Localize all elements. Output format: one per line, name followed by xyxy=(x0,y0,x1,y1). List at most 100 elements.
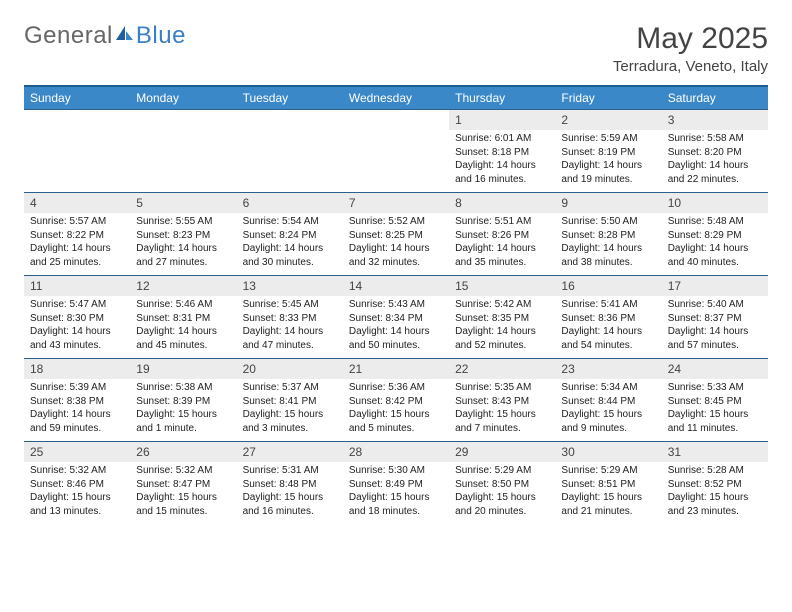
day-d1: Daylight: 14 hours xyxy=(561,325,655,339)
day-detail-cell: Sunrise: 5:34 AMSunset: 8:44 PMDaylight:… xyxy=(555,379,661,442)
day-d2: and 54 minutes. xyxy=(561,339,655,353)
day-detail-cell: Sunrise: 5:55 AMSunset: 8:23 PMDaylight:… xyxy=(130,213,236,276)
title-block: May 2025 Terradura, Veneto, Italy xyxy=(613,22,768,75)
day-ss: Sunset: 8:38 PM xyxy=(30,395,124,409)
day-detail-cell: Sunrise: 5:30 AMSunset: 8:49 PMDaylight:… xyxy=(343,462,449,524)
title-month: May 2025 xyxy=(613,22,768,56)
day-number-cell: 29 xyxy=(449,442,555,463)
day-number-cell: 2 xyxy=(555,110,661,131)
day-detail-cell: Sunrise: 5:35 AMSunset: 8:43 PMDaylight:… xyxy=(449,379,555,442)
day-detail-cell: Sunrise: 5:45 AMSunset: 8:33 PMDaylight:… xyxy=(237,296,343,359)
week-detail-row: Sunrise: 5:32 AM Sunset: 8:46 PM Daylight:… xyxy=(24,462,768,524)
day-d2: and 7 minutes. xyxy=(455,422,549,436)
day-d1: Daylight: 14 hours xyxy=(243,325,337,339)
day-d2: and 15 minutes. xyxy=(136,505,230,519)
day-number: 4 xyxy=(30,196,37,210)
logo-sail-icon xyxy=(114,22,134,50)
day-number: 8 xyxy=(455,196,462,210)
day-ss: Sunset: 8:35 PM xyxy=(455,312,549,326)
day-number-cell: 5 xyxy=(130,193,236,214)
day-number: 31 xyxy=(668,445,681,459)
dow-sat: Saturday xyxy=(662,86,768,110)
day-ss: Sunset: 8:46 PM xyxy=(30,478,124,492)
day-number: 17 xyxy=(668,279,681,293)
day-detail-cell: Sunrise: 5:29 AMSunset: 8:50 PMDaylight:… xyxy=(449,462,555,524)
day-sr: Sunrise: 5:38 AM xyxy=(136,381,230,395)
day-d1: Daylight: 14 hours xyxy=(668,159,762,173)
day-sr: Sunrise: 5:32 AM xyxy=(136,464,230,478)
day-detail-cell: Sunrise: 5:32 AMSunset: 8:46 PMDaylight:… xyxy=(24,462,130,524)
day-d2: and 20 minutes. xyxy=(455,505,549,519)
day-detail-cell: Sunrise: 5:48 AMSunset: 8:29 PMDaylight:… xyxy=(662,213,768,276)
day-sr: Sunrise: 5:34 AM xyxy=(561,381,655,395)
day-d1: Daylight: 15 hours xyxy=(455,408,549,422)
day-detail-cell: Sunrise: 5:28 AMSunset: 8:52 PMDaylight:… xyxy=(662,462,768,524)
day-ss: Sunset: 8:37 PM xyxy=(668,312,762,326)
day-detail-cell: Sunrise: 5:47 AMSunset: 8:30 PMDaylight:… xyxy=(24,296,130,359)
day-detail-cell: Sunrise: 5:29 AMSunset: 8:51 PMDaylight:… xyxy=(555,462,661,524)
day-ss: Sunset: 8:28 PM xyxy=(561,229,655,243)
day-number-cell: 8 xyxy=(449,193,555,214)
day-d2: and 30 minutes. xyxy=(243,256,337,270)
day-number-cell: 22 xyxy=(449,359,555,380)
day-d2: and 16 minutes. xyxy=(243,505,337,519)
day-sr: Sunrise: 5:51 AM xyxy=(455,215,549,229)
dow-fri: Friday xyxy=(555,86,661,110)
day-sr: Sunrise: 5:35 AM xyxy=(455,381,549,395)
day-d2: and 16 minutes. xyxy=(455,173,549,187)
week-number-row: 25262728293031 xyxy=(24,442,768,463)
day-number-cell: 21 xyxy=(343,359,449,380)
day-detail-cell: Sunrise: 5:42 AMSunset: 8:35 PMDaylight:… xyxy=(449,296,555,359)
day-number: 29 xyxy=(455,445,468,459)
day-number-cell: 16 xyxy=(555,276,661,297)
day-d1: Daylight: 15 hours xyxy=(561,408,655,422)
day-detail-cell: Sunrise: 5:39 AMSunset: 8:38 PMDaylight:… xyxy=(24,379,130,442)
day-d1: Daylight: 14 hours xyxy=(668,325,762,339)
week-detail-row: Sunrise: 6:01 AMSunset: 8:18 PMDaylight:… xyxy=(24,130,768,193)
day-ss: Sunset: 8:52 PM xyxy=(668,478,762,492)
week-detail-row: Sunrise: 5:47 AMSunset: 8:30 PMDaylight:… xyxy=(24,296,768,359)
day-number-cell: 24 xyxy=(662,359,768,380)
day-number-cell: 9 xyxy=(555,193,661,214)
day-sr: Sunrise: 5:46 AM xyxy=(136,298,230,312)
day-d2: and 1 minute. xyxy=(136,422,230,436)
day-ss: Sunset: 8:42 PM xyxy=(349,395,443,409)
day-number: 10 xyxy=(668,196,681,210)
day-sr: Sunrise: 5:30 AM xyxy=(349,464,443,478)
day-ss: Sunset: 8:31 PM xyxy=(136,312,230,326)
day-sr: Sunrise: 5:54 AM xyxy=(243,215,337,229)
day-sr: Sunrise: 5:43 AM xyxy=(349,298,443,312)
day-sr: Sunrise: 5:41 AM xyxy=(561,298,655,312)
dow-thu: Thursday xyxy=(449,86,555,110)
day-d2: and 11 minutes. xyxy=(668,422,762,436)
day-detail-cell: Sunrise: 5:43 AMSunset: 8:34 PMDaylight:… xyxy=(343,296,449,359)
week-number-row: 45678910 xyxy=(24,193,768,214)
day-d1: Daylight: 14 hours xyxy=(30,408,124,422)
dow-tue: Tuesday xyxy=(237,86,343,110)
day-d1: Daylight: 15 hours xyxy=(668,408,762,422)
day-ss: Sunset: 8:50 PM xyxy=(455,478,549,492)
day-detail-cell: Sunrise: 5:54 AMSunset: 8:24 PMDaylight:… xyxy=(237,213,343,276)
day-d2: and 19 minutes. xyxy=(561,173,655,187)
day-d1: Daylight: 14 hours xyxy=(30,325,124,339)
day-number-cell xyxy=(343,110,449,131)
day-d2: and 50 minutes. xyxy=(349,339,443,353)
day-number: 2 xyxy=(561,113,568,127)
logo-text-1: General xyxy=(24,22,113,50)
day-ss: Sunset: 8:48 PM xyxy=(243,478,337,492)
day-d1: Daylight: 14 hours xyxy=(668,242,762,256)
day-number-cell: 1 xyxy=(449,110,555,131)
day-sr: Sunrise: 6:01 AM xyxy=(455,132,549,146)
day-number-cell: 7 xyxy=(343,193,449,214)
day-number: 27 xyxy=(243,445,256,459)
day-ss: Sunset: 8:36 PM xyxy=(561,312,655,326)
day-detail-cell: Sunrise: 5:52 AMSunset: 8:25 PMDaylight:… xyxy=(343,213,449,276)
logo-text-2: Blue xyxy=(136,22,186,50)
day-d2: and 13 minutes. xyxy=(30,505,124,519)
day-d2: and 45 minutes. xyxy=(136,339,230,353)
day-d1: Daylight: 15 hours xyxy=(561,491,655,505)
week-number-row: 123 xyxy=(24,110,768,131)
day-ss: Sunset: 8:39 PM xyxy=(136,395,230,409)
day-number: 21 xyxy=(349,362,362,376)
day-sr: Sunrise: 5:40 AM xyxy=(668,298,762,312)
